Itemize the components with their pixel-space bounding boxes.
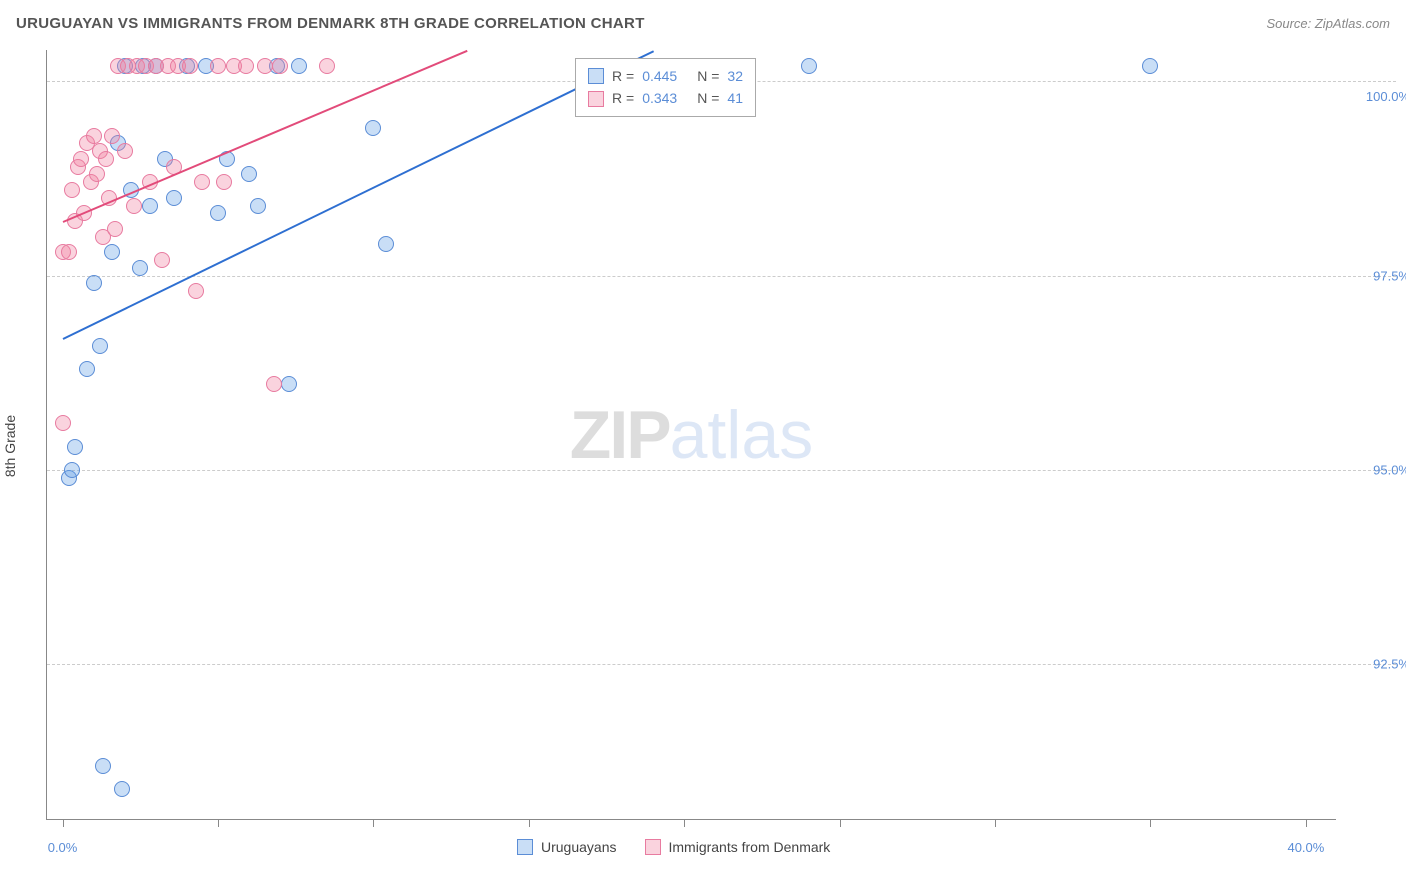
scatter-plot-area: ZIPatlas 100.0%97.5%95.0%92.5%0.0%40.0%R…	[46, 50, 1336, 820]
series-legend-item-denmark: Immigrants from Denmark	[645, 839, 831, 855]
legend-row-denmark: R = 0.343 N = 41	[588, 87, 743, 109]
data-point-uruguayans	[67, 439, 83, 455]
watermark-zip: ZIP	[570, 397, 670, 473]
chart-header: URUGUAYAN VS IMMIGRANTS FROM DENMARK 8TH…	[0, 0, 1406, 46]
y-tick-label: 97.5%	[1346, 268, 1406, 283]
watermark: ZIPatlas	[570, 396, 813, 474]
legend-n-value: 32	[727, 65, 743, 87]
legend-swatch	[588, 91, 604, 107]
data-point-denmark	[238, 58, 254, 74]
data-point-uruguayans	[79, 361, 95, 377]
x-tick	[63, 819, 64, 827]
data-point-denmark	[64, 182, 80, 198]
x-tick	[1150, 819, 1151, 827]
data-point-denmark	[272, 58, 288, 74]
data-point-denmark	[107, 221, 123, 237]
data-point-uruguayans	[64, 462, 80, 478]
data-point-denmark	[73, 151, 89, 167]
data-point-denmark	[55, 415, 71, 431]
legend-n-value: 41	[727, 87, 743, 109]
correlation-legend: R = 0.445 N = 32 R = 0.343 N = 41	[575, 58, 756, 117]
x-tick	[840, 819, 841, 827]
trend-line-uruguayans	[62, 50, 653, 340]
x-tick	[995, 819, 996, 827]
x-tick-label: 0.0%	[48, 840, 78, 855]
data-point-uruguayans	[95, 758, 111, 774]
data-point-uruguayans	[132, 260, 148, 276]
series-label: Uruguayans	[541, 839, 617, 855]
data-point-uruguayans	[104, 244, 120, 260]
gridline-horizontal	[47, 276, 1396, 277]
source-attribution: Source: ZipAtlas.com	[1266, 16, 1390, 31]
gridline-horizontal	[47, 470, 1396, 471]
data-point-denmark	[257, 58, 273, 74]
series-legend-item-uruguayans: Uruguayans	[517, 839, 617, 855]
x-tick	[218, 819, 219, 827]
legend-r-label: R =	[612, 87, 634, 109]
data-point-uruguayans	[166, 190, 182, 206]
legend-r-value: 0.343	[642, 87, 677, 109]
data-point-denmark	[86, 128, 102, 144]
legend-swatch	[645, 839, 661, 855]
data-point-uruguayans	[378, 236, 394, 252]
x-tick-label: 40.0%	[1287, 840, 1324, 855]
data-point-uruguayans	[291, 58, 307, 74]
data-point-denmark	[182, 58, 198, 74]
data-point-uruguayans	[114, 781, 130, 797]
data-point-denmark	[104, 128, 120, 144]
y-axis-label: 8th Grade	[2, 415, 18, 477]
data-point-denmark	[117, 143, 133, 159]
data-point-uruguayans	[365, 120, 381, 136]
data-point-uruguayans	[241, 166, 257, 182]
chart-title: URUGUAYAN VS IMMIGRANTS FROM DENMARK 8TH…	[16, 15, 645, 32]
legend-n-label: N =	[697, 65, 719, 87]
y-tick-label: 100.0%	[1346, 89, 1406, 104]
data-point-uruguayans	[92, 338, 108, 354]
data-point-denmark	[210, 58, 226, 74]
legend-r-label: R =	[612, 65, 634, 87]
legend-r-value: 0.445	[642, 65, 677, 87]
data-point-denmark	[194, 174, 210, 190]
x-tick	[684, 819, 685, 827]
series-label: Immigrants from Denmark	[669, 839, 831, 855]
data-point-denmark	[126, 198, 142, 214]
data-point-denmark	[216, 174, 232, 190]
x-tick	[373, 819, 374, 827]
data-point-uruguayans	[210, 205, 226, 221]
data-point-uruguayans	[86, 275, 102, 291]
data-point-denmark	[89, 166, 105, 182]
data-point-denmark	[266, 376, 282, 392]
watermark-atlas: atlas	[670, 397, 814, 473]
data-point-uruguayans	[142, 198, 158, 214]
data-point-denmark	[154, 252, 170, 268]
data-point-uruguayans	[1142, 58, 1158, 74]
data-point-denmark	[98, 151, 114, 167]
x-tick	[1306, 819, 1307, 827]
y-tick-label: 92.5%	[1346, 657, 1406, 672]
data-point-denmark	[61, 244, 77, 260]
series-legend: Uruguayans Immigrants from Denmark	[517, 839, 830, 855]
x-tick	[529, 819, 530, 827]
data-point-uruguayans	[250, 198, 266, 214]
data-point-denmark	[319, 58, 335, 74]
gridline-horizontal	[47, 664, 1396, 665]
legend-swatch	[517, 839, 533, 855]
data-point-uruguayans	[281, 376, 297, 392]
data-point-denmark	[188, 283, 204, 299]
legend-n-label: N =	[697, 87, 719, 109]
data-point-uruguayans	[801, 58, 817, 74]
legend-swatch	[588, 68, 604, 84]
y-tick-label: 95.0%	[1346, 463, 1406, 478]
legend-row-uruguayans: R = 0.445 N = 32	[588, 65, 743, 87]
